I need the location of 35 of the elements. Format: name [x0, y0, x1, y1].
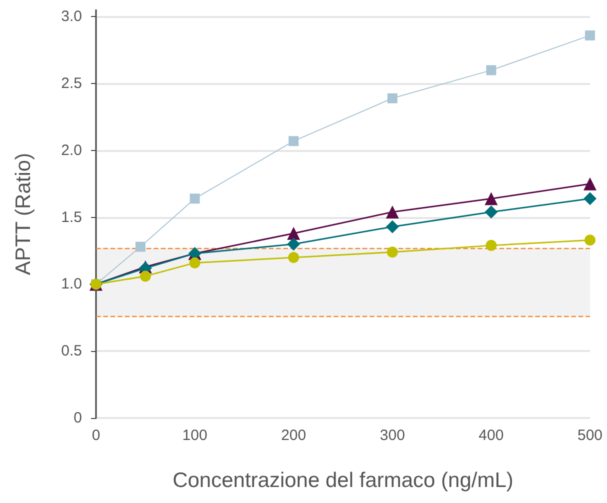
x-tick-label: 300 — [380, 427, 405, 444]
y-tick-label: 3.0 — [61, 8, 82, 26]
point — [486, 65, 496, 76]
point — [584, 192, 596, 206]
y-tick-label: 2.5 — [61, 75, 82, 92]
x-tick-label: 0 — [92, 427, 100, 444]
x-tick-label: 100 — [182, 427, 208, 444]
y-tick-label: 1.0 — [61, 276, 82, 293]
point — [288, 252, 300, 263]
y-tick-label: 1.5 — [61, 208, 82, 226]
point — [386, 246, 398, 258]
point — [585, 30, 595, 40]
y-tick-label: 0.5 — [61, 342, 82, 360]
point — [484, 205, 498, 218]
point — [386, 220, 399, 234]
y-tick-label: 2.0 — [61, 142, 82, 159]
point — [584, 177, 596, 190]
point — [484, 192, 498, 206]
point — [486, 240, 497, 251]
x-tick-label: 500 — [577, 427, 603, 444]
point — [287, 238, 300, 251]
point — [287, 226, 300, 240]
point — [190, 194, 200, 204]
x-axis-title: Concentrazione del farmaco (ng/mL) — [172, 469, 514, 492]
point — [189, 257, 200, 268]
y-tick-label: 0 — [74, 410, 82, 426]
x-tick-label: 400 — [478, 427, 504, 444]
y-axis-title: APTT (Ratio) — [12, 152, 35, 276]
point — [386, 205, 399, 218]
point — [288, 136, 299, 146]
point — [140, 270, 151, 282]
point — [387, 93, 398, 104]
point — [135, 242, 146, 252]
x-tick-label: 200 — [281, 427, 306, 444]
point — [584, 234, 596, 246]
